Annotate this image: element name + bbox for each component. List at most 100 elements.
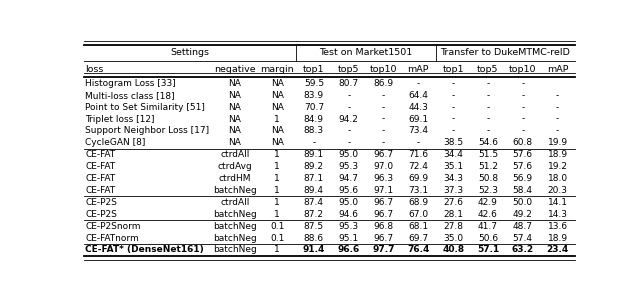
Text: 58.4: 58.4 [513, 186, 532, 195]
Text: 88.3: 88.3 [304, 126, 324, 135]
Text: CE-FATnorm: CE-FATnorm [86, 233, 140, 242]
Text: -: - [486, 126, 490, 135]
Text: 52.3: 52.3 [478, 186, 498, 195]
Text: top5: top5 [338, 65, 360, 74]
Text: 40.8: 40.8 [442, 245, 464, 254]
Text: -: - [521, 79, 524, 88]
Text: -: - [382, 126, 385, 135]
Text: -: - [521, 103, 524, 112]
Text: negative: negative [214, 65, 256, 74]
Text: 68.1: 68.1 [408, 222, 428, 231]
Text: 73.1: 73.1 [408, 186, 428, 195]
Text: 18.9: 18.9 [548, 150, 568, 159]
Text: 50.8: 50.8 [478, 174, 498, 183]
Text: ctrdHM: ctrdHM [219, 174, 252, 183]
Text: 80.7: 80.7 [339, 79, 359, 88]
Text: -: - [451, 91, 455, 100]
Text: CE-FAT: CE-FAT [86, 186, 116, 195]
Text: ctrdAll: ctrdAll [220, 150, 250, 159]
Text: 23.4: 23.4 [547, 245, 569, 254]
Text: NA: NA [228, 91, 241, 100]
Text: 63.2: 63.2 [512, 245, 534, 254]
Text: 95.1: 95.1 [339, 233, 359, 242]
Text: CE-FAT: CE-FAT [86, 174, 116, 183]
Text: batchNeg: batchNeg [213, 186, 257, 195]
Text: NA: NA [271, 79, 284, 88]
Text: CE-FAT: CE-FAT [86, 162, 116, 171]
Text: ctrdAll: ctrdAll [220, 198, 250, 207]
Text: CE-P2S: CE-P2S [86, 198, 117, 207]
Text: margin: margin [260, 65, 294, 74]
Text: 0.1: 0.1 [270, 233, 284, 242]
Text: 14.1: 14.1 [548, 198, 568, 207]
Text: 96.6: 96.6 [337, 245, 360, 254]
Text: 51.2: 51.2 [478, 162, 498, 171]
Text: 68.9: 68.9 [408, 198, 428, 207]
Text: top10: top10 [509, 65, 536, 74]
Text: 96.8: 96.8 [374, 222, 394, 231]
Text: 28.1: 28.1 [443, 210, 463, 219]
Text: batchNeg: batchNeg [213, 210, 257, 219]
Text: 0.1: 0.1 [270, 222, 284, 231]
Text: 86.9: 86.9 [374, 79, 394, 88]
Text: Multi-loss class [18]: Multi-loss class [18] [86, 91, 175, 100]
Text: 87.1: 87.1 [304, 174, 324, 183]
Text: CE-P2S: CE-P2S [86, 210, 117, 219]
Text: 88.6: 88.6 [304, 233, 324, 242]
Text: loss: loss [85, 65, 103, 74]
Text: 57.6: 57.6 [513, 162, 533, 171]
Text: 97.1: 97.1 [374, 186, 394, 195]
Text: -: - [451, 79, 455, 88]
Text: 64.4: 64.4 [408, 91, 428, 100]
Text: 95.3: 95.3 [339, 222, 359, 231]
Text: -: - [382, 103, 385, 112]
Text: 1: 1 [275, 115, 280, 124]
Text: 87.2: 87.2 [304, 210, 324, 219]
Text: batchNeg: batchNeg [213, 233, 257, 242]
Text: 48.7: 48.7 [513, 222, 532, 231]
Text: 49.2: 49.2 [513, 210, 532, 219]
Text: top5: top5 [477, 65, 499, 74]
Text: NA: NA [228, 103, 241, 112]
Text: 71.6: 71.6 [408, 150, 428, 159]
Text: 95.0: 95.0 [339, 198, 359, 207]
Text: top1: top1 [303, 65, 324, 74]
Text: -: - [556, 126, 559, 135]
Text: 89.2: 89.2 [304, 162, 324, 171]
Text: NA: NA [228, 115, 241, 124]
Text: NA: NA [271, 103, 284, 112]
Text: 44.3: 44.3 [408, 103, 428, 112]
Text: batchNeg: batchNeg [213, 222, 257, 231]
Text: Point to Set Similarity [51]: Point to Set Similarity [51] [86, 103, 205, 112]
Text: 95.0: 95.0 [339, 150, 359, 159]
Text: -: - [451, 103, 455, 112]
Text: 96.3: 96.3 [374, 174, 394, 183]
Text: Settings: Settings [171, 48, 210, 57]
Text: 94.7: 94.7 [339, 174, 358, 183]
Text: 19.9: 19.9 [548, 138, 568, 147]
Text: NA: NA [271, 126, 284, 135]
Text: NA: NA [228, 79, 241, 88]
Text: 96.7: 96.7 [374, 198, 394, 207]
Text: 95.3: 95.3 [339, 162, 359, 171]
Text: 96.7: 96.7 [374, 210, 394, 219]
Text: 72.4: 72.4 [408, 162, 428, 171]
Text: 91.4: 91.4 [303, 245, 325, 254]
Text: 1: 1 [275, 245, 280, 254]
Text: 37.3: 37.3 [443, 186, 463, 195]
Text: 97.0: 97.0 [374, 162, 394, 171]
Text: 89.1: 89.1 [304, 150, 324, 159]
Text: -: - [556, 115, 559, 124]
Text: 38.5: 38.5 [443, 138, 463, 147]
Text: -: - [347, 103, 350, 112]
Text: -: - [417, 79, 420, 88]
Text: 51.5: 51.5 [478, 150, 498, 159]
Text: CE-FAT: CE-FAT [86, 150, 116, 159]
Text: -: - [486, 79, 490, 88]
Text: 96.7: 96.7 [374, 150, 394, 159]
Text: 67.0: 67.0 [408, 210, 428, 219]
Text: ctrdAvg: ctrdAvg [218, 162, 252, 171]
Text: 89.4: 89.4 [304, 186, 324, 195]
Text: 42.9: 42.9 [478, 198, 498, 207]
Text: CycleGAN [8]: CycleGAN [8] [86, 138, 146, 147]
